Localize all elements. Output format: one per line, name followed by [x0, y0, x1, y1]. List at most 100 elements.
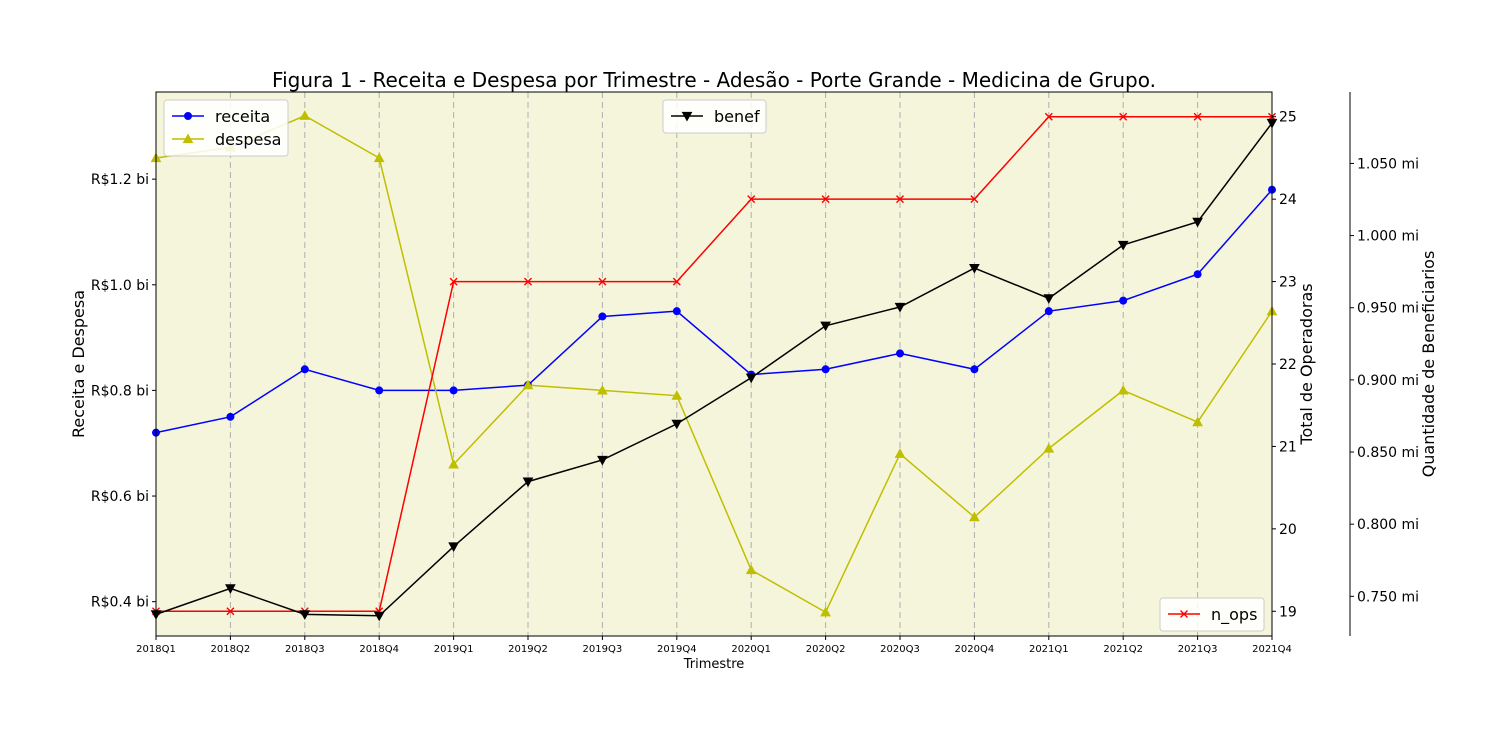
data-point-benef [745, 373, 757, 384]
data-point-receita [896, 349, 904, 358]
legend-item-benef: benef [671, 107, 760, 126]
series-line-receita [155, 189, 1273, 434]
benef-y-tick-label: 0.900 mi [1357, 373, 1419, 389]
ops-y-tick-label: 19 [1279, 604, 1297, 620]
data-point-despesa [1117, 384, 1129, 395]
x-tick-label: 2020Q2 [806, 644, 846, 655]
data-point-benef [1117, 240, 1129, 251]
benef-y-tick-label: 0.750 mi [1357, 589, 1419, 605]
x-tick-label: 2020Q4 [955, 644, 995, 655]
data-point-benef [597, 455, 608, 466]
axes-layer: 2018Q1 2018Q2 2018Q3 2018Q4 2019Q1 2019Q2 2019… [91, 92, 1419, 655]
x-tick-label: 2020Q1 [731, 644, 771, 655]
legend-label: n_ops [1211, 605, 1257, 625]
legend-label: benef [714, 107, 760, 126]
left-y-tick-label: R$0.8 bi [91, 383, 149, 399]
legend-right: n_ops [1159, 597, 1265, 632]
data-point-receita [821, 365, 830, 374]
x-tick-label: 2018Q3 [285, 644, 325, 655]
ops-y-tick-label: 21 [1279, 439, 1297, 455]
ops-y-tick-label: 22 [1279, 357, 1297, 373]
left-y-tick-label: R$0.4 bi [91, 595, 149, 611]
x-axis-label: Trimestre [683, 657, 745, 672]
x-gridlines [229, 92, 1199, 636]
data-point-benef [225, 584, 236, 594]
ops-y-axis-label: Total de Operadoras [1297, 283, 1316, 445]
legend-swatch-marker [182, 133, 194, 144]
legend-layer: receita despesa benef n_ops [163, 99, 1265, 632]
data-point-n-ops [747, 195, 756, 204]
legend-label: receita [215, 107, 270, 126]
benef-y-tick-label: 0.950 mi [1357, 301, 1419, 317]
series-n-ops [152, 112, 1276, 616]
data-point-despesa [969, 511, 980, 522]
ops-y-tick-label: 20 [1279, 522, 1297, 538]
series-line-despesa [155, 114, 1273, 614]
left-y-tick-label: R$1.0 bi [91, 278, 149, 294]
left-y-axis-label: Receita e Despesa [69, 290, 88, 438]
x-tick-label: 2018Q1 [136, 644, 176, 655]
legend-box [163, 99, 289, 157]
legend-left: receita despesa [163, 99, 289, 157]
x-tick-label: 2020Q3 [880, 644, 920, 655]
data-point-receita [598, 312, 607, 321]
data-point-receita [970, 365, 979, 374]
benef-y-tick-label: 1.000 mi [1357, 229, 1419, 245]
data-point-n-ops [970, 195, 979, 204]
series-despesa [150, 110, 1278, 617]
data-point-despesa [745, 564, 757, 575]
series-line-n-ops [156, 115, 1272, 613]
x-tick-label: 2018Q2 [211, 644, 251, 655]
data-point-receita [300, 365, 309, 374]
left-y-tick-label: R$1.2 bi [91, 172, 149, 188]
data-point-despesa [522, 379, 534, 390]
x-tick-label: 2021Q2 [1103, 644, 1143, 655]
data-point-receita [449, 386, 458, 395]
data-point-receita [226, 412, 235, 421]
series-benef [150, 118, 1278, 622]
data-point-benef [969, 263, 980, 274]
x-tick-label: 2021Q4 [1252, 644, 1292, 655]
data-point-despesa [448, 458, 459, 469]
chart-title: Figura 1 - Receita e Despesa por Trimest… [272, 68, 1156, 92]
data-point-despesa [373, 152, 385, 163]
ops-y-tick-label: 23 [1279, 275, 1297, 291]
ops-y-tick-label: 24 [1279, 192, 1297, 208]
benef-y-axis-label: Quantidade de Beneficiarios [1419, 251, 1438, 478]
data-point-despesa [820, 606, 831, 617]
data-point-benef [894, 302, 906, 313]
data-point-n-ops [524, 277, 532, 286]
legend-swatch-marker [184, 112, 192, 120]
data-point-benef [448, 542, 459, 553]
data-point-despesa [1043, 442, 1055, 453]
benef-y-tick-label: 1.050 mi [1357, 156, 1419, 172]
legend-center: benef [662, 99, 767, 134]
legend-item-n-ops: n_ops [1168, 605, 1257, 625]
legend-box [662, 99, 767, 134]
x-tick-label: 2021Q1 [1029, 644, 1069, 655]
data-point-n-ops [226, 607, 235, 616]
data-point-receita [375, 386, 384, 395]
data-point-benef [1192, 217, 1203, 228]
x-tick-label: 2019Q1 [434, 644, 474, 655]
data-point-n-ops [672, 277, 681, 286]
data-point-benef [373, 611, 385, 622]
data-point-n-ops [1119, 112, 1128, 121]
legend-swatch-marker [681, 111, 693, 122]
data-point-n-ops [1044, 112, 1053, 121]
data-point-n-ops [598, 277, 607, 286]
data-point-despesa [1192, 416, 1203, 427]
benef-y-tick-label: 0.850 mi [1357, 445, 1419, 461]
data-point-benef [522, 477, 534, 488]
data-point-despesa [671, 390, 683, 400]
legend-item-receita: receita [172, 107, 270, 126]
legend-item-despesa: despesa [172, 130, 281, 149]
data-point-n-ops [449, 277, 458, 286]
data-point-receita [1119, 296, 1128, 305]
x-tick-label: 2019Q3 [583, 644, 623, 655]
data-point-receita [1044, 307, 1053, 316]
benef-y-tick-label: 0.800 mi [1357, 517, 1419, 533]
data-point-n-ops [821, 195, 830, 204]
